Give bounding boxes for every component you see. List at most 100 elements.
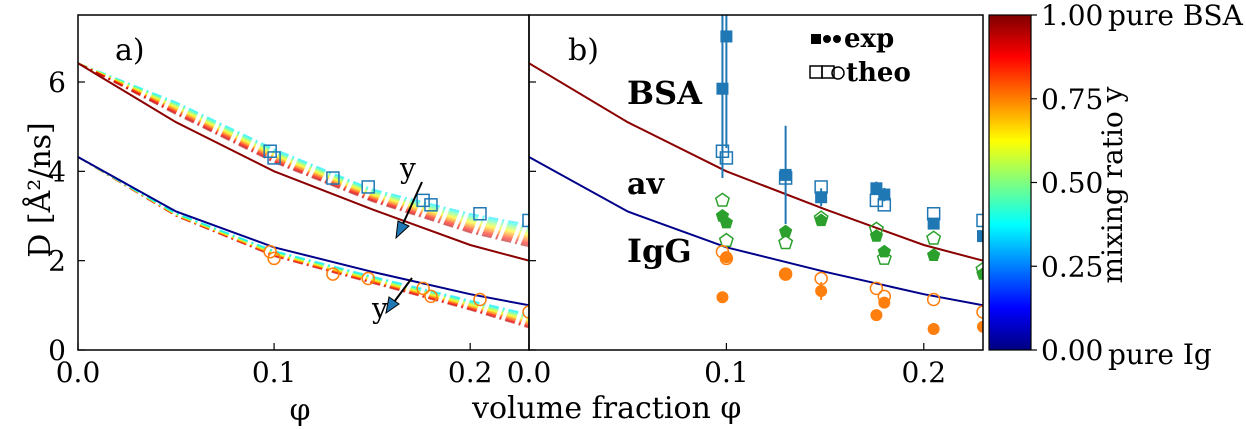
data-point bbox=[719, 151, 734, 165]
data-point bbox=[473, 207, 487, 221]
data-point bbox=[814, 213, 828, 227]
panel-a-family-curve-upper bbox=[78, 62, 529, 232]
data-point bbox=[778, 171, 793, 185]
group-label-av: av bbox=[627, 167, 665, 202]
data-point bbox=[719, 251, 734, 266]
data-point bbox=[779, 168, 792, 181]
panel-b-frame bbox=[528, 14, 984, 351]
panel-a-ticks: 0.0 0.1 0.2 0 2 4 6 bbox=[48, 66, 492, 389]
colorbar-bottom-label: pure Ig bbox=[1108, 338, 1212, 371]
y-tick-label: 4 bbox=[48, 155, 66, 188]
panel-b-series-7 bbox=[715, 244, 983, 319]
panel-a-family-curve-upper bbox=[78, 62, 529, 240]
panel-b-series-6 bbox=[716, 251, 983, 336]
panel-a-model-line bbox=[78, 62, 529, 262]
colorbar-tick-label: 1.00 bbox=[1041, 0, 1103, 32]
panel-a-model-line bbox=[78, 156, 529, 307]
panel-a-annotation-y-upper: y bbox=[399, 152, 416, 185]
data-point bbox=[361, 271, 375, 286]
data-point bbox=[424, 289, 438, 304]
data-point bbox=[869, 281, 884, 296]
panel-a-family-curve-upper bbox=[78, 62, 529, 243]
y-tick-label: 0 bbox=[48, 334, 66, 367]
data-point bbox=[926, 230, 942, 245]
panel-b-label: b) bbox=[568, 33, 599, 68]
data-point bbox=[326, 171, 340, 185]
panel-a-family-curve-lower bbox=[78, 156, 529, 322]
group-label-bsa: BSA bbox=[627, 74, 703, 112]
panel-a: a) y y D [Å²/ns] φ 0.0 0.1 0.2 0 2 4 6 bbox=[22, 14, 530, 428]
data-point bbox=[715, 244, 730, 259]
panel-a-annotation-y-lower: y bbox=[371, 292, 388, 325]
data-point bbox=[716, 291, 729, 304]
panel-a-family-curve-upper bbox=[78, 62, 529, 226]
panel-a-family-curve-upper bbox=[78, 62, 529, 241]
data-point bbox=[522, 213, 529, 228]
data-point bbox=[976, 213, 983, 228]
data-point bbox=[927, 323, 940, 336]
data-point bbox=[977, 230, 983, 243]
colorbar-tick-label: 0.00 bbox=[1041, 334, 1103, 367]
data-point bbox=[267, 251, 281, 266]
data-point bbox=[714, 192, 730, 207]
panel-a-x-axis-label: φ bbox=[289, 393, 310, 426]
panel-a-family-curve-upper bbox=[78, 62, 529, 228]
data-point bbox=[779, 268, 792, 281]
panel-b-model-line bbox=[529, 156, 983, 307]
panel-a-family-curve-upper bbox=[78, 62, 529, 229]
legend-theo-marker bbox=[809, 65, 845, 80]
data-point bbox=[267, 151, 281, 165]
panel-a-family-curve-upper bbox=[78, 62, 529, 237]
data-point bbox=[927, 217, 940, 230]
data-point bbox=[926, 207, 941, 221]
data-point bbox=[870, 309, 883, 322]
data-point bbox=[326, 267, 340, 281]
data-point bbox=[718, 232, 734, 247]
x-tick-label: 0.1 bbox=[704, 356, 749, 389]
x-tick-label: 0.1 bbox=[252, 356, 297, 389]
data-point bbox=[814, 271, 828, 286]
group-label-igg: IgG bbox=[627, 232, 692, 270]
legend-exp-label: exp bbox=[844, 24, 894, 54]
x-tick-label: 0.2 bbox=[448, 356, 493, 389]
y-tick-label: 2 bbox=[48, 245, 66, 278]
data-point bbox=[416, 193, 430, 208]
data-point bbox=[813, 210, 829, 225]
panel-a-family-curve-upper bbox=[78, 62, 529, 235]
data-point bbox=[926, 292, 941, 307]
panel-a-family-curve-upper bbox=[78, 62, 529, 234]
panel-b-series-3 bbox=[715, 144, 983, 228]
panel-a-label: a) bbox=[115, 33, 145, 68]
x-tick-label: 0.0 bbox=[56, 356, 101, 389]
data-point bbox=[814, 180, 828, 194]
panel-a-arrow-lower bbox=[385, 277, 413, 315]
colorbar-tick-label: 0.25 bbox=[1041, 250, 1103, 283]
data-point bbox=[719, 215, 733, 229]
data-point bbox=[976, 267, 983, 280]
data-point bbox=[977, 320, 983, 333]
colorbar-tick-label: 0.50 bbox=[1041, 167, 1103, 200]
x-tick-label: 0.0 bbox=[507, 356, 552, 389]
panel-b-series-5 bbox=[714, 192, 983, 277]
panel-a-family-curve-lower bbox=[78, 156, 529, 319]
data-point bbox=[876, 250, 892, 265]
panel-b-model-line bbox=[529, 62, 983, 262]
data-point bbox=[720, 30, 733, 43]
panel-b-x-axis-label: volume fraction φ bbox=[471, 391, 741, 426]
panel-a-arrow-upper bbox=[395, 181, 423, 240]
data-point bbox=[927, 248, 941, 261]
legend-exp-marker bbox=[811, 34, 841, 44]
panel-b-ticks: 0.0 0.1 0.2 bbox=[507, 81, 947, 389]
data-point bbox=[779, 224, 793, 238]
panel-a-series-4 bbox=[263, 144, 529, 228]
panel-a-family-curve-upper bbox=[78, 62, 529, 238]
x-tick-label: 0.2 bbox=[902, 356, 947, 389]
data-point bbox=[815, 191, 828, 204]
y-tick-label: 6 bbox=[48, 66, 66, 99]
data-point bbox=[473, 292, 487, 307]
data-point bbox=[778, 234, 794, 250]
panel-b: b) BSA av IgG exp theo volume fraction φ… bbox=[471, 14, 984, 426]
panel-a-family-curve-lower bbox=[78, 156, 529, 316]
data-point bbox=[877, 198, 892, 212]
data-point bbox=[976, 305, 983, 319]
